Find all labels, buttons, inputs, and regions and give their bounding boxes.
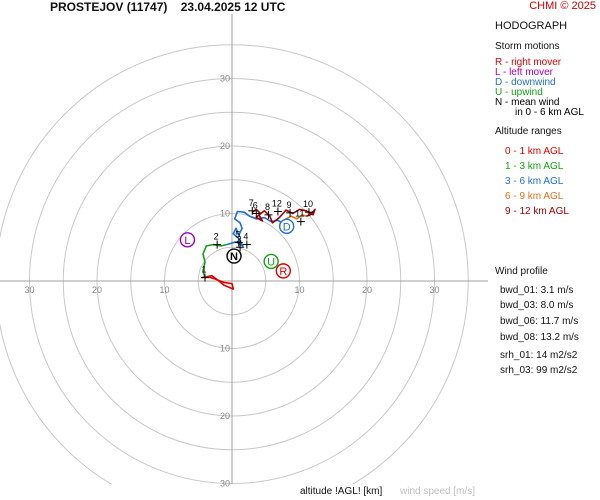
legend-heading: HODOGRAPH <box>495 20 568 32</box>
storm-motions-title: Storm motions <box>495 41 560 52</box>
ring-label: 10 <box>220 209 230 219</box>
altitude-title: Altitude ranges <box>495 126 562 137</box>
storm-motion-right: R - right mover <box>495 57 562 68</box>
height-marker-label: 7 <box>249 198 254 208</box>
ring-label: 20 <box>92 285 102 295</box>
height-marker-label: 1 <box>201 265 206 275</box>
page-title: PROSTEJOV (11747) 23.04.2025 12 UTC <box>50 0 286 14</box>
storm-motion-mean: N - mean wind <box>495 97 560 108</box>
hodograph-segment-1 <box>202 243 227 278</box>
ring-label: 10 <box>294 285 304 295</box>
altitude-range-0-1: 0 - 1 km AGL <box>505 146 564 157</box>
wind-speed-unit-label: wind speed [m/s] <box>400 486 476 497</box>
srh-03-value: srh_03: 99 m2/s2 <box>500 365 578 376</box>
bwd-03-value: bwd_03: 8.0 m/s <box>500 300 574 311</box>
ring-label: 20 <box>220 141 230 151</box>
altitude-unit-label: altitude !AGL! [km] <box>300 486 383 497</box>
ring-label: 30 <box>220 74 230 84</box>
altitude-range-3-6: 3 - 6 km AGL <box>505 176 564 187</box>
ring-label: 30 <box>24 285 34 295</box>
height-marker-label: 8 <box>265 202 270 212</box>
ring-label: 30 <box>220 479 230 489</box>
storm-motion-upwind: U - upwind <box>495 87 543 98</box>
storm-marker-N <box>226 248 242 264</box>
height-marker-label: 6 <box>253 201 258 211</box>
storm-marker-label: R <box>279 266 287 278</box>
storm-marker-U <box>263 253 279 270</box>
altitude-range-6-9: 6 - 9 km AGL <box>505 191 564 202</box>
height-marker-label: 11 <box>295 209 304 219</box>
height-marker-label: 2 <box>214 232 219 242</box>
altitude-range-9-12: 9 - 12 km AGL <box>505 206 569 217</box>
range-ring <box>0 44 469 484</box>
srh-01-value: srh_01: 14 m2/s2 <box>500 350 578 361</box>
height-marker-label: 10 <box>303 199 313 209</box>
storm-marker-L <box>179 232 196 248</box>
storm-marker-label: D <box>283 221 291 233</box>
storm-marker-D <box>278 218 295 235</box>
storm-motion-downwind: D - downwind <box>495 77 556 88</box>
hodograph-segment-4 <box>251 208 316 224</box>
hodograph-segment-0 <box>201 274 235 290</box>
bwd-01-value: bwd_01: 3.1 m/s <box>500 285 574 296</box>
height-marker-label: 9 <box>287 200 292 210</box>
wind-profile-title: Wind profile <box>495 266 548 277</box>
ring-label: 10 <box>159 285 169 295</box>
storm-motion-mean-layer: in 0 - 6 km AGL <box>515 107 584 118</box>
height-marker-label: 5 <box>235 230 240 240</box>
ring-label: 20 <box>220 411 230 421</box>
ring-label: 10 <box>220 344 230 354</box>
height-marker-label: 4 <box>243 232 248 242</box>
ring-label: 30 <box>429 285 439 295</box>
credit-label: CHMI © 2025 <box>529 0 596 12</box>
storm-marker-label: N <box>230 251 238 263</box>
altitude-range-1-3: 1 - 3 km AGL <box>505 161 564 172</box>
storm-marker-R <box>275 263 291 279</box>
storm-motion-left: L - left mover <box>495 67 553 78</box>
ring-label: 20 <box>362 285 372 295</box>
hodograph-segment-2 <box>226 210 283 247</box>
bwd-08-value: bwd_08: 13.2 m/s <box>500 332 579 343</box>
storm-marker-label: L <box>184 235 190 247</box>
storm-marker-label: U <box>267 256 275 268</box>
height-marker-label: 12 <box>272 198 282 208</box>
bwd-06-value: bwd_06: 11.7 m/s <box>500 316 579 327</box>
